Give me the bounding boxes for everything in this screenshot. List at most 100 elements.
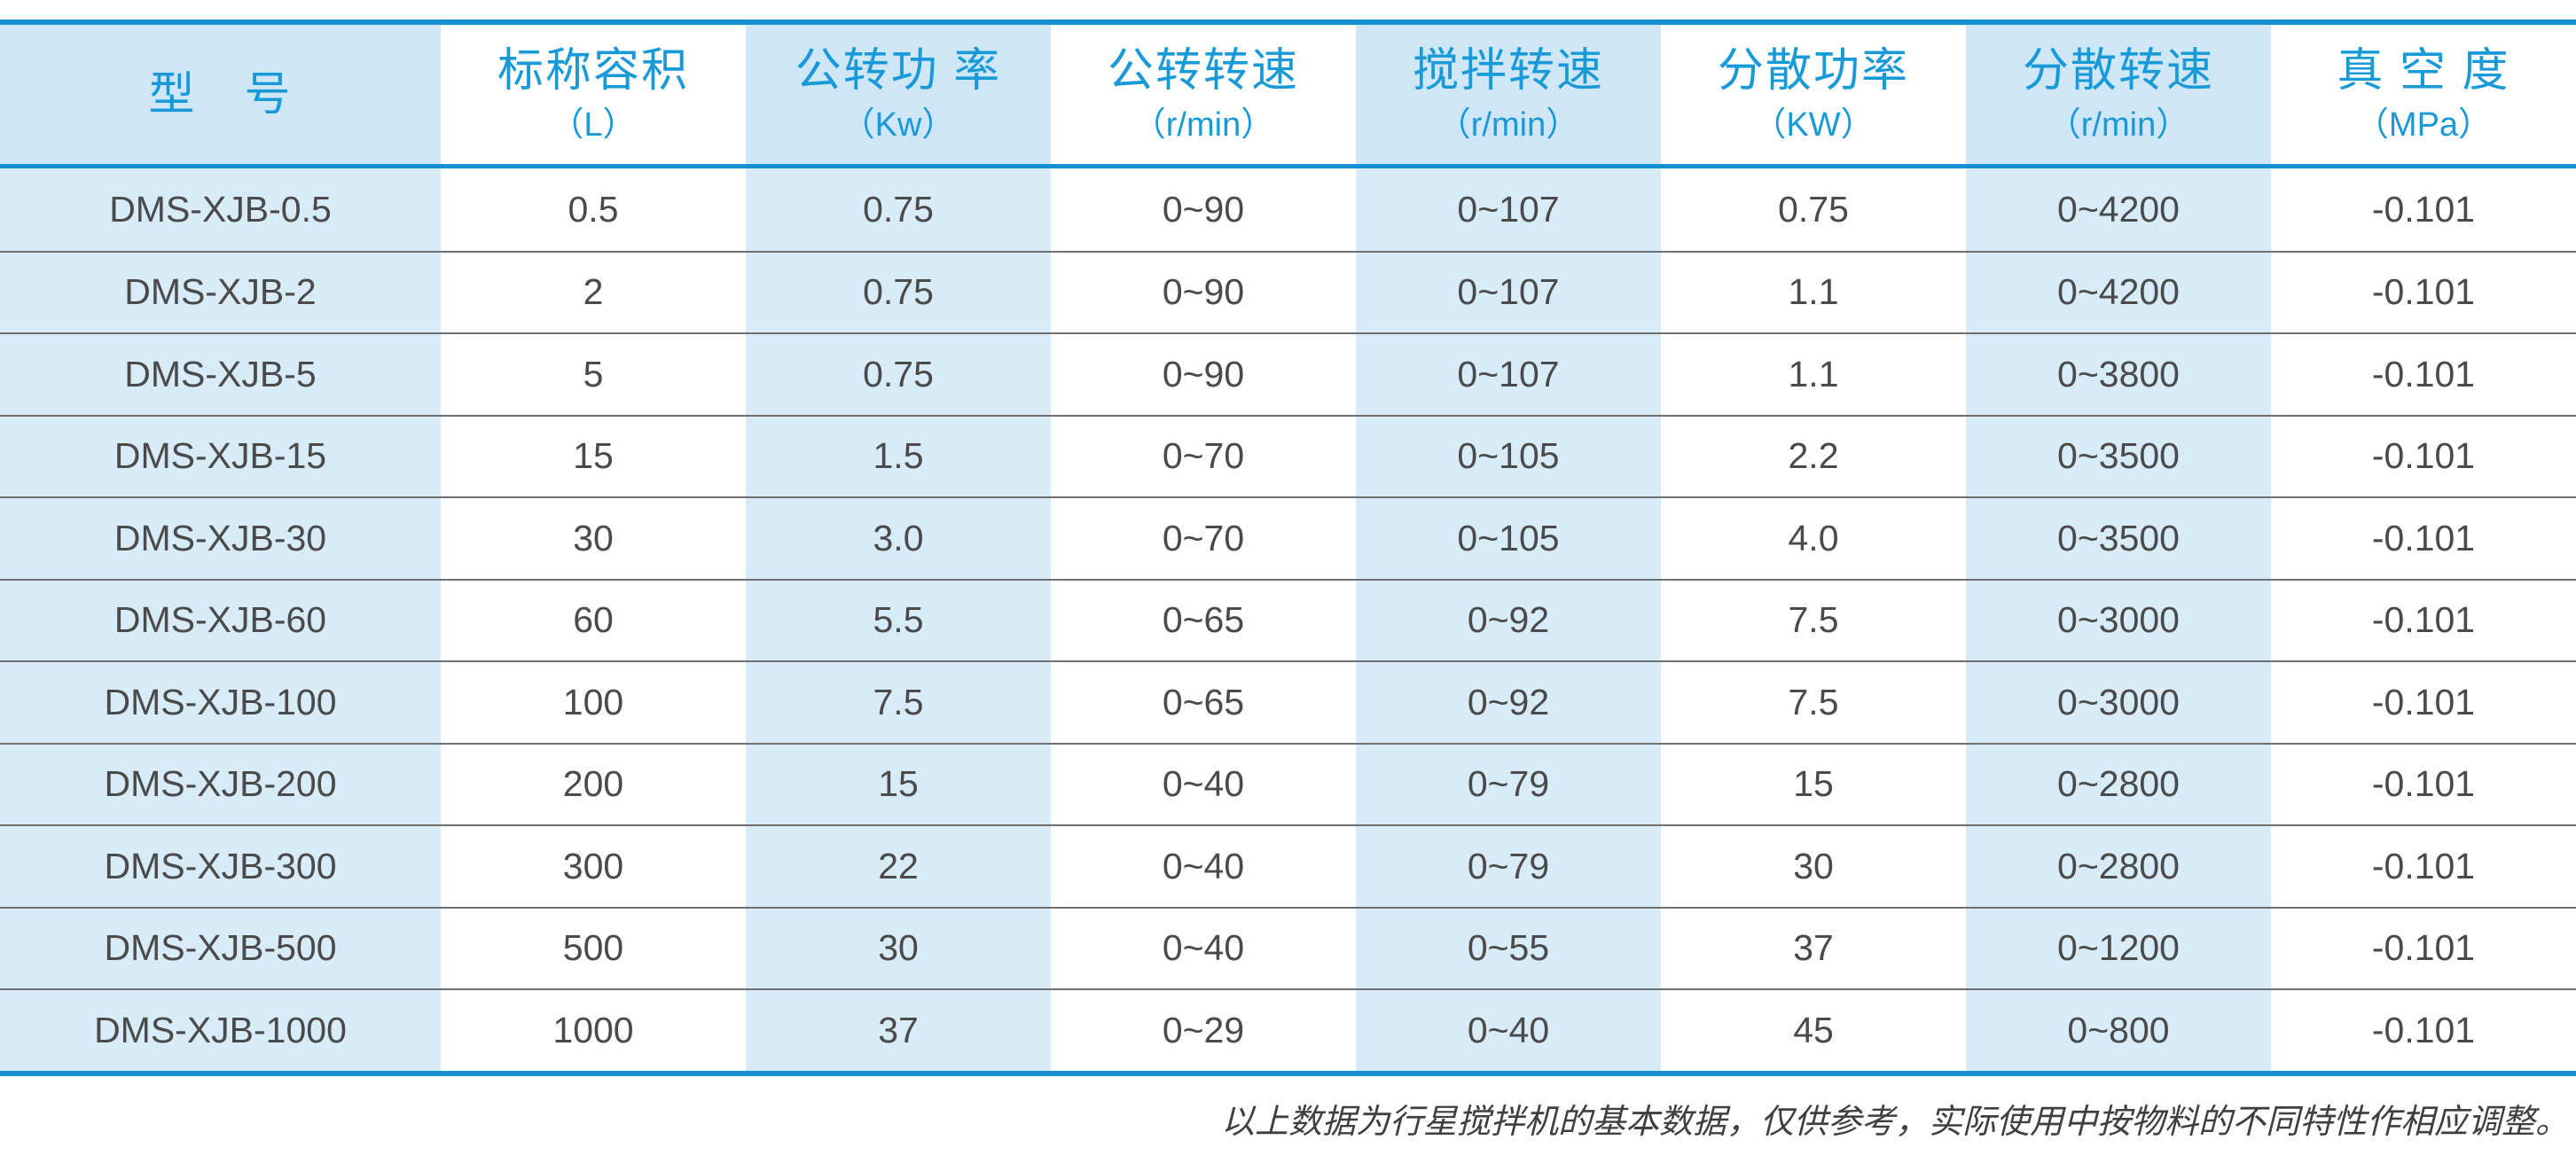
cell-value: 45	[1793, 1009, 1834, 1050]
cell-value: DMS-XJB-300	[104, 845, 337, 886]
table-body: DMS-XJB-0.5 0.5 0.75 0~90 0~107 0.75 0~4200 -0.…	[0, 168, 2576, 1071]
cell-value: 0~65	[1162, 599, 1245, 641]
cell-value: -0.101	[2371, 1009, 2476, 1050]
table-row: DMS-XJB-30 30 3.0 0~70 0~105 4.0 0~3500 -0.101	[0, 496, 2576, 579]
cell-value: 15	[573, 435, 614, 477]
cell-value: 7.5	[1788, 599, 1839, 641]
cell-value: 200	[562, 763, 624, 805]
table-cell: 45	[1661, 990, 1966, 1071]
table-cell: 0~79	[1356, 744, 1661, 824]
cell-value: 0~105	[1457, 435, 1560, 477]
column-header: 公转转速 （r/min）	[1051, 25, 1356, 164]
table-cell: 0~1200	[1966, 908, 2271, 988]
cell-value: -0.101	[2371, 845, 2476, 886]
cell-value: 0~2800	[2057, 763, 2180, 805]
cell-value: 500	[562, 927, 624, 969]
column-header-label: 真 空 度	[2337, 44, 2510, 97]
cell-value: 0~2800	[2057, 845, 2180, 886]
table-cell: 0~40	[1051, 744, 1356, 824]
column-header-label: 分散转速	[2022, 44, 2214, 97]
table-cell: 0.75	[746, 334, 1051, 415]
table-cell: -0.101	[2271, 252, 2576, 332]
cell-value: 0~40	[1162, 927, 1245, 969]
model-cell: DMS-XJB-200	[0, 744, 441, 824]
cell-value: 0~105	[1457, 517, 1560, 558]
cell-value: -0.101	[2371, 763, 2476, 805]
table-cell: 1.1	[1661, 334, 1966, 415]
table-cell: 0.5	[441, 168, 746, 251]
cell-value: 15	[878, 763, 919, 805]
cell-value: 0.75	[863, 271, 934, 313]
table-cell: 30	[441, 498, 746, 579]
cell-value: 0~107	[1457, 271, 1560, 313]
cell-value: 0~4200	[2057, 271, 2180, 313]
table-cell: 0~79	[1356, 826, 1661, 907]
cell-value: 0~800	[2067, 1009, 2170, 1050]
cell-value: 1.1	[1788, 353, 1839, 394]
table-cell: -0.101	[2271, 990, 2576, 1071]
cell-value: 37	[878, 1009, 919, 1050]
cell-value: 1.1	[1788, 271, 1839, 313]
cell-value: 0~3000	[2057, 599, 2180, 641]
cell-value: -0.101	[2371, 188, 2476, 230]
table-cell: -0.101	[2271, 416, 2576, 496]
table-cell: 0.75	[746, 168, 1051, 251]
table-cell: 0~92	[1356, 662, 1661, 743]
cell-value: 0~29	[1162, 1009, 1245, 1050]
table-cell: 0~90	[1051, 252, 1356, 332]
cell-value: 2.2	[1788, 435, 1839, 477]
table-cell: 0~70	[1051, 498, 1356, 579]
table-cell: 0~70	[1051, 416, 1356, 496]
table-cell: 22	[746, 826, 1051, 907]
table-cell: 200	[441, 744, 746, 824]
table-row: DMS-XJB-5 5 0.75 0~90 0~107 1.1 0~3800 -0.101	[0, 332, 2576, 415]
table-cell: -0.101	[2271, 744, 2576, 824]
table-cell: 0~2800	[1966, 826, 2271, 907]
table-cell: 1000	[441, 990, 746, 1071]
cell-value: DMS-XJB-1000	[94, 1009, 347, 1050]
column-header-label: 分散功率	[1717, 44, 1909, 97]
table-cell: 7.5	[746, 662, 1051, 743]
table-row: DMS-XJB-2 2 0.75 0~90 0~107 1.1 0~4200 -0.101	[0, 250, 2576, 332]
table-cell: 0~3800	[1966, 334, 2271, 415]
model-cell: DMS-XJB-1000	[0, 990, 441, 1071]
cell-value: 37	[1793, 927, 1834, 969]
table-cell: 30	[1661, 826, 1966, 907]
table-cell: 0~3500	[1966, 416, 2271, 496]
table-cell: 0~105	[1356, 498, 1661, 579]
column-header-label: 型 号	[148, 68, 293, 121]
table-cell: 0.75	[746, 252, 1051, 332]
cell-value: DMS-XJB-15	[114, 435, 327, 477]
table-top-rule	[0, 20, 2576, 25]
table-cell: 2	[441, 252, 746, 332]
table-cell: 0~40	[1356, 990, 1661, 1071]
cell-value: 0~79	[1467, 845, 1550, 886]
column-header-unit: （r/min）	[1437, 105, 1580, 144]
cell-value: 0~70	[1162, 435, 1245, 477]
table-header-row: 型 号 标称容积 （L） 公转功 率 （Kw） 公转转速 （r/min） 搅拌转速 （r/min…	[0, 25, 2576, 164]
cell-value: -0.101	[2371, 517, 2476, 558]
table-cell: 0~65	[1051, 662, 1356, 743]
table-cell: 3.0	[746, 498, 1051, 579]
table-cell: -0.101	[2271, 662, 2576, 743]
cell-value: 0.75	[863, 188, 934, 230]
cell-value: -0.101	[2371, 599, 2476, 641]
cell-value: 30	[878, 927, 919, 969]
model-cell: DMS-XJB-300	[0, 826, 441, 907]
table-cell: 0~107	[1356, 252, 1661, 332]
cell-value: DMS-XJB-200	[104, 763, 337, 805]
table-row: DMS-XJB-500 500 30 0~40 0~55 37 0~1200 -0.101	[0, 906, 2576, 988]
cell-value: DMS-XJB-500	[104, 927, 337, 969]
table-cell: 0~4200	[1966, 168, 2271, 251]
table-cell: 0~2800	[1966, 744, 2271, 824]
column-header: 搅拌转速 （r/min）	[1356, 25, 1661, 164]
cell-value: 0~92	[1467, 599, 1550, 641]
cell-value: -0.101	[2371, 435, 2476, 477]
table-cell: -0.101	[2271, 908, 2576, 988]
table-cell: 60	[441, 580, 746, 660]
cell-value: DMS-XJB-0.5	[109, 188, 332, 230]
table-cell: 2.2	[1661, 416, 1966, 496]
table-cell: 0~107	[1356, 168, 1661, 251]
cell-value: 5	[583, 353, 604, 394]
table-cell: 37	[1661, 908, 1966, 988]
